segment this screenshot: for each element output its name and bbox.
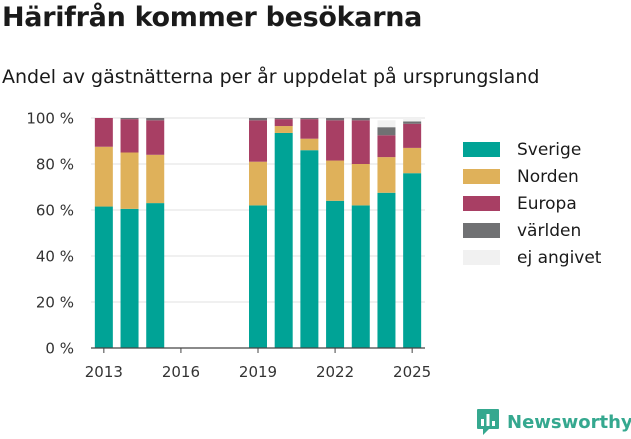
bar-segment (120, 208, 139, 348)
bar-segment (403, 123, 422, 148)
bar-segment (351, 164, 370, 206)
x-tick-label: 2022 (316, 363, 354, 381)
bar-segment (249, 118, 267, 121)
bar-segment (403, 121, 422, 124)
bar-segment (351, 205, 370, 348)
legend-label: ej angivet (517, 247, 602, 268)
bar-segment (120, 119, 139, 153)
legend-label: Europa (517, 193, 577, 214)
bar-segment (300, 119, 319, 139)
bar-segment (249, 120, 267, 162)
bar-segment (326, 200, 345, 348)
brand-logo: Newsworthy (476, 408, 631, 436)
legend-item: ej angivet (463, 244, 601, 271)
x-tick-label: 2013 (85, 363, 123, 381)
bar-segment (146, 120, 165, 155)
legend-swatch (463, 142, 500, 157)
legend-item: Europa (463, 190, 601, 217)
bar-segment (274, 119, 293, 127)
chart-subtitle: Andel av gästnätterna per år uppdelat på… (2, 66, 540, 88)
x-tick-label: 2019 (239, 363, 277, 381)
bar-segment (326, 120, 345, 161)
legend-swatch (463, 169, 500, 184)
bar-segment (351, 120, 370, 164)
brand-label: Newsworthy (507, 411, 631, 433)
bar-segment (274, 118, 293, 120)
bar-segment (403, 118, 422, 122)
legend-item: världen (463, 217, 601, 244)
bar-segment (326, 160, 345, 201)
bar-segment (403, 173, 422, 348)
bar-segment (351, 118, 370, 121)
bar-segment (377, 135, 396, 158)
bar-segment (249, 205, 267, 348)
bar-segment (274, 132, 293, 348)
bar-segment (377, 192, 396, 348)
bar-segment (146, 154, 165, 204)
newsworthy-logo-icon (477, 409, 499, 435)
legend-swatch (463, 223, 500, 238)
bar-segment (300, 138, 319, 151)
x-tick-label: 2016 (162, 363, 200, 381)
bar-segment (274, 126, 293, 133)
y-tick-label: 40 % (36, 248, 74, 266)
bar-segment (377, 127, 396, 136)
y-tick-label: 100 % (26, 110, 74, 128)
legend: Sverige Norden Europa världen ej angivet (463, 136, 601, 271)
bar-segment (326, 118, 345, 121)
bar-segment (94, 118, 113, 147)
y-tick-label: 0 % (45, 340, 74, 358)
bar-segment (249, 161, 267, 206)
y-tick-label: 80 % (36, 156, 74, 174)
bar-segment (146, 203, 165, 348)
legend-swatch (463, 196, 500, 211)
legend-swatch (463, 250, 500, 265)
bar-segment (120, 152, 139, 209)
chart-title: Härifrån kommer besökarna (2, 2, 423, 33)
bar-segment (120, 118, 139, 120)
x-axis-ticks: 2013 2016 2019 2022 2025 (85, 348, 431, 381)
y-tick-label: 60 % (36, 202, 74, 220)
legend-label: Sverige (517, 139, 582, 160)
bar-segment (403, 147, 422, 174)
bar-segment (377, 157, 396, 193)
legend-label: Norden (517, 166, 579, 187)
bar-segment (300, 118, 319, 120)
y-axis-ticks: 0 % 20 % 40 % 60 % 80 % 100 % (26, 110, 74, 358)
legend-label: världen (517, 220, 582, 241)
legend-item: Norden (463, 163, 601, 190)
bar-segment (300, 150, 319, 348)
x-tick-label: 2025 (393, 363, 431, 381)
bar-segment (377, 120, 396, 128)
bar-segment (94, 146, 113, 207)
bars (94, 118, 422, 348)
bar-segment (146, 118, 165, 121)
legend-item: Sverige (463, 136, 601, 163)
bar-segment (94, 206, 113, 348)
y-tick-label: 20 % (36, 294, 74, 312)
